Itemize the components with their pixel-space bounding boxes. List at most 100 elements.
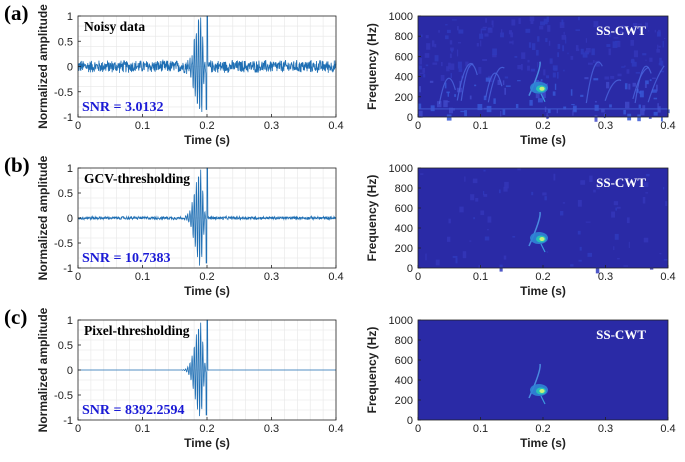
tf-noise-cell [419,57,423,65]
panel-label: (c) [4,305,27,329]
x-tick-label: 0 [75,423,81,435]
tf-noise-cell [457,42,462,44]
tf-noise-cell [476,43,479,47]
tf-noise-cell [448,62,451,70]
tf-noise-cell [480,210,485,216]
tf-noise-cell [557,52,560,58]
tf-noise-cell [420,173,424,175]
tf-noise-cell [557,43,561,49]
tf-noise-cell [419,86,421,93]
tf-noise-cell [663,186,665,190]
y-tick-label: 1 [67,163,73,175]
tf-noise-cell [610,75,615,79]
x-axis-label: Time (s) [184,284,230,298]
y-tick-label: 1000 [389,11,413,23]
tf-noise-cell [443,100,448,108]
tf-noise-cell [421,34,423,38]
tf-swirl [632,66,650,100]
tf-noise-cell [527,65,530,71]
tf-noise-cell [539,25,544,30]
tf-noise-cell [450,73,453,79]
tf-noise-cell [626,217,630,224]
tf-noise-cell [424,53,430,58]
panel-title: Noisy data [84,19,145,34]
tf-noise-cell [546,83,548,87]
tf-noise-cell [548,40,551,46]
tf-noise-cell [584,77,589,80]
tf-energy-peak [539,389,545,393]
y-tick-label: -1 [63,112,73,124]
tf-noise-cell [464,176,466,182]
tf-noise-cell [561,34,567,40]
tf-noise-cell [640,108,645,116]
tf-noise-cell [594,115,598,122]
tf-noise-cell [552,91,556,96]
tf-noise-cell [512,40,514,45]
y-tick-label: 0 [67,213,73,225]
tf-noise-cell [457,26,459,31]
y-tick-label: -0.5 [54,390,73,402]
tf-swirl [634,65,652,104]
x-tick-label: 0.4 [328,423,343,435]
tf-noise-cell [546,16,549,23]
tf-noise-cell [601,108,605,113]
tf-noise-cell [579,246,582,251]
tf-noise-cell [529,16,535,22]
tf-noise-cell [483,191,485,196]
tf-noise-cell [552,72,556,78]
tf-noise-cell [556,108,559,114]
tf-noise-cell [432,62,438,65]
tf-noise-cell [552,65,558,70]
tf-energy-peak [539,86,545,91]
tf-noise-cell [486,229,489,231]
tf-noise-cell [449,40,453,45]
snr-annotation: SNR = 8392.2594 [82,403,184,418]
tf-noise-cell [425,253,427,261]
tf-noise-cell [504,76,509,79]
tf-noise-cell [418,65,422,70]
tf-noise-cell [585,38,588,43]
panel-label: (b) [4,153,30,177]
x-tick-label: 0.1 [473,271,488,283]
y-tick-label: 200 [395,395,413,407]
tf-noise-cell [487,27,493,33]
tf-noise-cell [425,35,429,39]
heatmap-background [418,320,668,420]
tf-noise-cell [447,92,450,97]
y-tick-label: 0 [67,62,73,74]
tf-noise-cell [465,61,469,67]
tf-noise-cell [571,104,575,106]
tf-energy-tail [540,93,546,102]
tf-noise-cell [600,29,606,33]
tf-noise-cell [626,69,630,74]
tf-noise-cell [652,77,656,79]
tf-noise-cell [535,93,540,99]
tf-noise-cell [642,196,646,204]
tf-noise-cell [502,80,505,86]
tf-noise-cell [464,110,467,117]
y-tick-label: -0.5 [54,238,73,250]
tf-noise-cell [656,48,660,53]
x-axis-label: Time (s) [520,284,566,298]
tf-noise-cell [431,40,435,47]
tf-noise-cell [482,26,488,29]
y-tick-label: 0 [67,365,73,377]
tf-swirl [460,63,478,101]
tf-noise-cell [480,40,482,47]
tf-noise-cell [667,109,670,114]
tf-noise-cell [418,103,422,109]
tf-noise-cell [542,192,547,196]
x-tick-label: 0.1 [473,423,488,435]
tf-noise-cell [505,85,511,87]
tf-noise-cell [658,45,661,48]
tf-noise-cell [460,110,465,113]
tf-noise-cell [582,52,588,58]
tf-noise-cell [457,61,462,69]
x-tick-label: 0.1 [473,120,488,132]
tf-noise-cell [575,45,579,50]
tf-noise-cell [575,48,580,52]
tf-noise-cell [475,198,479,202]
tf-noise-cell [625,101,630,109]
tf-noise-cell [531,191,534,196]
tf-noise-cell [594,104,599,111]
